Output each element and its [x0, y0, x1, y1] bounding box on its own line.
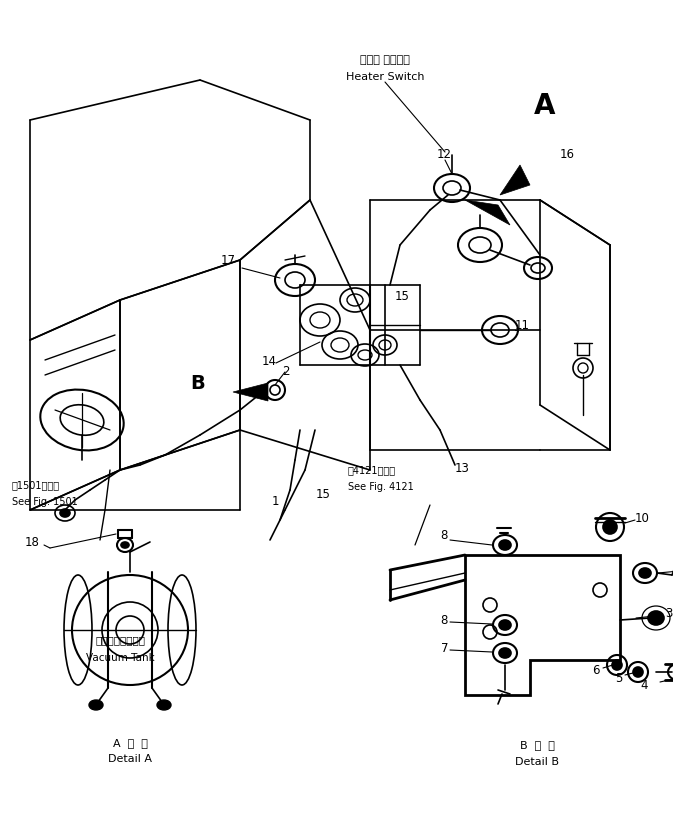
- Text: B  詳  細: B 詳 細: [520, 740, 555, 750]
- Ellipse shape: [499, 540, 511, 550]
- Text: 15: 15: [395, 290, 410, 303]
- Ellipse shape: [603, 520, 617, 534]
- Text: 11: 11: [515, 318, 530, 331]
- Text: 1: 1: [272, 495, 279, 508]
- Text: 5: 5: [614, 672, 622, 685]
- Ellipse shape: [612, 660, 622, 670]
- Text: See Fig. 4121: See Fig. 4121: [348, 482, 414, 492]
- Text: 3: 3: [665, 607, 672, 620]
- Text: 6: 6: [592, 663, 600, 677]
- Text: ヒータ スイッチ: ヒータ スイッチ: [360, 55, 410, 65]
- Text: Heater Switch: Heater Switch: [346, 72, 424, 82]
- Text: B: B: [190, 373, 205, 392]
- Text: 12: 12: [437, 148, 452, 161]
- Text: 10: 10: [635, 511, 650, 524]
- Ellipse shape: [121, 542, 129, 548]
- Text: バキュームタンク: バキュームタンク: [95, 635, 145, 645]
- Text: ㅔ4121図参照: ㅔ4121図参照: [348, 465, 396, 475]
- Text: Detail A: Detail A: [108, 754, 152, 764]
- Polygon shape: [465, 200, 510, 225]
- Text: 15: 15: [316, 488, 331, 501]
- Text: Vacuum Tank: Vacuum Tank: [85, 653, 154, 663]
- Ellipse shape: [639, 568, 651, 578]
- Ellipse shape: [648, 611, 664, 625]
- Text: 8: 8: [441, 613, 448, 626]
- Ellipse shape: [499, 620, 511, 630]
- Ellipse shape: [60, 509, 70, 517]
- Text: 7: 7: [441, 641, 448, 654]
- Ellipse shape: [157, 700, 171, 710]
- Text: 2: 2: [282, 365, 289, 378]
- Polygon shape: [500, 165, 530, 195]
- Ellipse shape: [633, 667, 643, 677]
- Text: See Fig. 1501: See Fig. 1501: [12, 497, 78, 507]
- Ellipse shape: [499, 648, 511, 658]
- Text: 4: 4: [640, 678, 647, 691]
- Text: 17: 17: [221, 253, 236, 266]
- Text: 18: 18: [25, 535, 40, 548]
- Text: ㅔ1501図参照: ㅔ1501図参照: [12, 480, 60, 490]
- Text: 14: 14: [262, 355, 277, 368]
- Ellipse shape: [89, 700, 103, 710]
- Text: 16: 16: [560, 148, 575, 161]
- Polygon shape: [233, 383, 268, 401]
- Text: A: A: [534, 92, 556, 120]
- Text: 13: 13: [455, 462, 470, 475]
- Text: 8: 8: [441, 529, 448, 542]
- Text: A  詳  細: A 詳 細: [112, 738, 147, 748]
- Text: Detail B: Detail B: [515, 757, 559, 767]
